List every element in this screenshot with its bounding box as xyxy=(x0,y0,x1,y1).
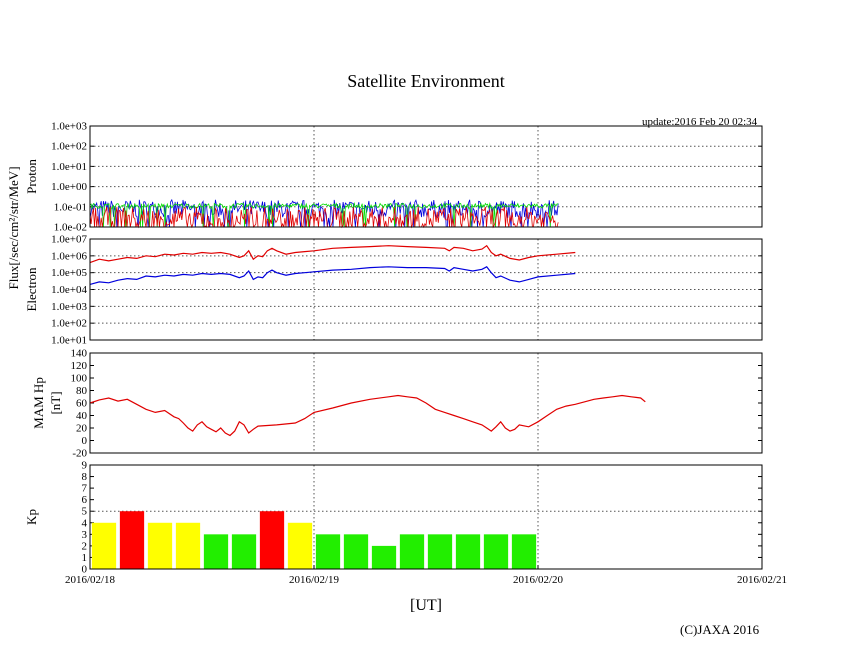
kp-bar xyxy=(147,522,173,569)
mam_hp-ytick: 80 xyxy=(76,385,88,397)
kp-frame xyxy=(89,464,763,570)
x-tick-label: 2016/02/18 xyxy=(65,574,116,586)
mam_hp-ytick: 40 xyxy=(76,410,88,422)
electron-series-blue xyxy=(89,266,576,285)
mam_hp-ytick: 0 xyxy=(82,435,88,447)
electron-ytick: 1.0e+05 xyxy=(51,267,87,279)
update-timestamp: update:2016 Feb 20 02:34 xyxy=(642,116,758,128)
mam_hp-frame xyxy=(89,352,763,454)
mam_hp-ytick: 20 xyxy=(76,423,88,435)
kp-bar xyxy=(455,534,481,569)
kp-ytick: 6 xyxy=(82,494,88,506)
kp-ylabel: Kp xyxy=(24,509,39,525)
electron-ytick: 1.0e+03 xyxy=(51,301,87,313)
kp-ytick: 8 xyxy=(82,471,88,483)
proton-ylabel: Proton xyxy=(24,159,39,194)
proton-series-green xyxy=(89,201,559,228)
proton-series-red xyxy=(89,206,559,229)
x-axis-label: [UT] xyxy=(410,597,442,614)
kp-bar xyxy=(483,534,509,569)
kp-bar xyxy=(399,534,425,569)
mam_hp-ytick: -20 xyxy=(72,448,87,460)
panel-electron: 1.0e+01 1.0e+02 1.0e+03 1.0e+04 1.0e+05 1.0e+… xyxy=(24,234,763,347)
proton-ytick: 1.0e-02 xyxy=(54,222,87,234)
x-tick-label: 2016/02/20 xyxy=(513,574,564,586)
kp-bar xyxy=(287,522,313,569)
kp-bar xyxy=(231,534,257,569)
kp-bar xyxy=(427,534,453,569)
proton-ytick: 1.0e+00 xyxy=(51,181,87,193)
electron-series-red xyxy=(89,244,576,264)
electron-ylabel: Electron xyxy=(24,267,39,312)
mam_hp-ylabel: MAM Hp xyxy=(31,377,46,429)
electron-ytick: 1.0e+02 xyxy=(51,318,87,330)
kp-bar xyxy=(91,522,117,569)
proton-ytick: 1.0e+01 xyxy=(51,161,87,173)
flux-label: Flux[/sec/cm²/str/MeV] xyxy=(6,166,21,289)
kp-bar xyxy=(343,534,369,569)
mam_hp-ytick: 120 xyxy=(71,360,88,372)
kp-ytick: 9 xyxy=(82,460,88,472)
plot-panels: 1.0e-021.0e-011.0e+001.0e+011.0e+021.0e+… xyxy=(24,121,787,587)
kp-ytick: 7 xyxy=(82,483,88,495)
mam_hp-ytick: 140 xyxy=(71,348,88,360)
proton-frame xyxy=(89,125,763,228)
proton-ytick: 1.0e+02 xyxy=(51,141,87,153)
kp-ytick: 4 xyxy=(82,517,88,529)
kp-ytick: 1 xyxy=(82,552,88,564)
mam_hp-series-hp xyxy=(89,394,646,437)
mam_hp-ytick: 100 xyxy=(71,373,88,385)
mam_hp-ylabel-unit: [nT] xyxy=(48,391,63,414)
chart-title: Satellite Environment xyxy=(347,71,504,91)
kp-bar xyxy=(315,534,341,569)
x-tick-label: 2016/02/19 xyxy=(289,574,340,586)
copyright: (C)JAXA 2016 xyxy=(680,622,760,637)
electron-ytick: 1.0e+06 xyxy=(51,250,87,262)
kp-bar xyxy=(119,511,145,569)
kp-ytick: 5 xyxy=(82,506,88,518)
kp-ytick: 2 xyxy=(82,540,88,552)
kp-bar xyxy=(175,522,201,569)
kp-bar xyxy=(371,545,397,569)
proton-ytick: 1.0e+03 xyxy=(51,121,87,133)
electron-ytick: 1.0e+07 xyxy=(51,234,87,246)
kp-bar xyxy=(511,534,537,569)
x-tick-label: 2016/02/21 xyxy=(737,574,787,586)
proton-ytick: 1.0e-01 xyxy=(54,201,87,213)
kp-bar xyxy=(203,534,229,569)
kp-ytick: 3 xyxy=(82,529,88,541)
electron-ytick: 1.0e+01 xyxy=(51,335,87,347)
electron-ytick: 1.0e+04 xyxy=(51,284,87,296)
mam_hp-ytick: 60 xyxy=(76,398,88,410)
kp-ytick: 0 xyxy=(82,564,88,576)
electron-frame xyxy=(89,238,763,341)
kp-bar xyxy=(259,511,285,569)
panel-proton: 1.0e-02 1.0e-01 1.0e+00 1.0e+01 1.0e+02 1.0e+… xyxy=(24,121,763,234)
